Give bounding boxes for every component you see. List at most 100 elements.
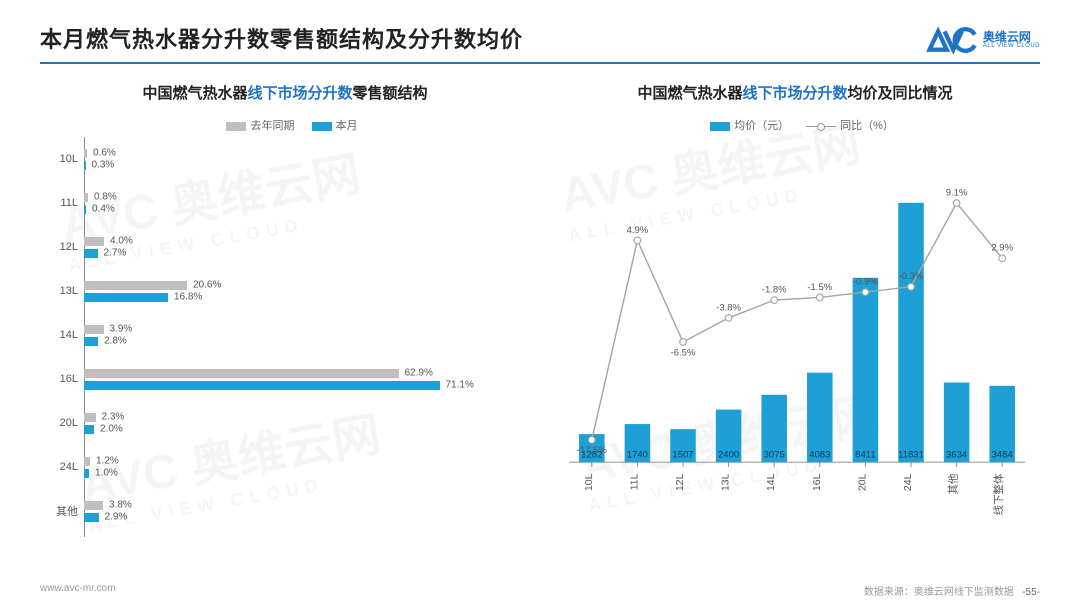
right-chart-title: 中国燃气热水器线下市场分升数均价及同比情况 bbox=[550, 82, 1040, 103]
hbar-lastyear bbox=[84, 149, 87, 158]
hbar-lastyear bbox=[84, 501, 103, 510]
hbar-category-label: 其他 bbox=[56, 503, 84, 519]
hbar-label-thismonth: 0.4% bbox=[92, 204, 115, 215]
combo-line-marker bbox=[862, 289, 869, 296]
combo-line-label: -0.3% bbox=[899, 271, 924, 282]
hbar-lastyear bbox=[84, 281, 187, 290]
hbar-thismonth bbox=[84, 161, 86, 170]
hbar-lastyear bbox=[84, 457, 90, 466]
combo-line-marker bbox=[908, 283, 915, 290]
combo-bar-label: 3075 bbox=[764, 449, 785, 460]
right-chart: 中国燃气热水器线下市场分升数均价及同比情况 均价（元） 同比（%） 128210… bbox=[550, 82, 1040, 562]
combo-line-marker bbox=[771, 297, 778, 304]
legend-line-yoy bbox=[806, 126, 836, 127]
combo-category-label: 10L bbox=[584, 473, 595, 491]
hbar-label-thismonth: 2.7% bbox=[104, 248, 127, 259]
hbar-group: 14L3.9%2.8% bbox=[84, 313, 530, 357]
combo-line-marker bbox=[588, 437, 595, 444]
combo-line-label: 2.9% bbox=[991, 243, 1013, 254]
combo-category-label: 16L bbox=[812, 473, 823, 491]
combo-line-label: 9.1% bbox=[946, 187, 968, 198]
hbar-label-thismonth: 16.8% bbox=[174, 292, 202, 303]
hbar-label-lastyear: 1.2% bbox=[96, 456, 119, 467]
combo-line-marker bbox=[999, 255, 1006, 262]
hbar-lastyear bbox=[84, 413, 96, 422]
page-title: 本月燃气热水器分升数零售额结构及分升数均价 bbox=[40, 22, 523, 54]
combo-bar-label: 2400 bbox=[718, 449, 739, 460]
hbar-lastyear bbox=[84, 369, 399, 378]
brand-logo: 奥维云网 ALL VIEW CLOUD bbox=[923, 26, 1040, 54]
combo-category-label: 12L bbox=[675, 473, 686, 491]
combo-line-label: -3.8% bbox=[716, 302, 741, 313]
hbar-lastyear bbox=[84, 325, 104, 334]
hbar-group: 其他3.8%2.9% bbox=[84, 489, 530, 533]
hbar-label-thismonth: 1.0% bbox=[95, 468, 118, 479]
combo-category-label: 24L bbox=[903, 473, 914, 491]
hbar-thismonth bbox=[84, 337, 98, 346]
combo-bar-label: 3484 bbox=[992, 449, 1013, 460]
combo-bar bbox=[898, 203, 924, 462]
hbar-group: 10L0.6%0.3% bbox=[84, 137, 530, 181]
combo-category-label: 11L bbox=[629, 473, 640, 490]
hbar-category-label: 14L bbox=[60, 329, 84, 341]
combo-bar-label: 3634 bbox=[946, 449, 967, 460]
hbar-label-lastyear: 0.8% bbox=[94, 192, 117, 203]
hbar-category-label: 10L bbox=[60, 153, 84, 165]
combo-bar bbox=[853, 278, 879, 462]
combo-line-marker bbox=[634, 237, 641, 244]
footer-page: -55- bbox=[1022, 587, 1040, 598]
combo-bar-label: 4083 bbox=[809, 449, 830, 460]
hbar-category-label: 11L bbox=[60, 197, 84, 209]
combo-category-label: 线下整体 bbox=[992, 473, 1005, 515]
hbar-category-label: 16L bbox=[60, 373, 84, 385]
hbar-thismonth bbox=[84, 381, 440, 390]
hbar-thismonth bbox=[84, 249, 98, 258]
combo-category-label: 13L bbox=[721, 473, 732, 491]
legend-swatch-lastyear bbox=[226, 122, 246, 131]
combo-line-marker bbox=[680, 339, 687, 346]
left-chart-title: 中国燃气热水器线下市场分升数零售额结构 bbox=[40, 82, 530, 103]
legend-swatch-price bbox=[710, 122, 730, 131]
combo-bar-label: 11831 bbox=[898, 449, 924, 460]
hbar-lastyear bbox=[84, 237, 104, 246]
hbar-thismonth bbox=[84, 513, 99, 522]
hbar-label-lastyear: 3.9% bbox=[110, 324, 133, 335]
hbar-thismonth bbox=[84, 425, 94, 434]
combo-line-label: -1.5% bbox=[807, 282, 832, 293]
hbar-thismonth bbox=[84, 469, 89, 478]
combo-line bbox=[592, 203, 1002, 440]
combo-bar-label: 8411 bbox=[855, 449, 875, 460]
hbar-group: 20L2.3%2.0% bbox=[84, 401, 530, 445]
left-chart-legend: 去年同期 本月 bbox=[40, 117, 530, 133]
hbar-group: 11L0.8%0.4% bbox=[84, 181, 530, 225]
combo-bar-label: 1507 bbox=[672, 449, 693, 460]
hbar-lastyear bbox=[84, 193, 88, 202]
combo-svg: 128210L174011L150712L240013L307514L40831… bbox=[558, 143, 1036, 523]
hbar-label-lastyear: 0.6% bbox=[93, 148, 116, 159]
combo-line-label: -1.8% bbox=[762, 285, 787, 296]
combo-line-marker bbox=[953, 200, 960, 207]
page-footer: www.avc-mr.com 数据来源：奥维云网线下监测数据 -55- bbox=[40, 583, 1040, 598]
page-header: 本月燃气热水器分升数零售额结构及分升数均价 奥维云网 ALL VIEW CLOU… bbox=[40, 22, 1040, 64]
combo-line-marker bbox=[816, 294, 823, 301]
hbar-label-lastyear: 62.9% bbox=[405, 368, 433, 379]
hbar-label-lastyear: 20.6% bbox=[193, 280, 221, 291]
hbar-category-label: 20L bbox=[60, 417, 84, 429]
combo-line-label: -0.9% bbox=[853, 276, 878, 287]
right-chart-legend: 均价（元） 同比（%） bbox=[550, 117, 1040, 133]
hbar-label-thismonth: 0.3% bbox=[92, 160, 115, 171]
hbar-thismonth bbox=[84, 293, 168, 302]
hbar-label-thismonth: 71.1% bbox=[446, 380, 474, 391]
right-chart-plot: 128210L174011L150712L240013L307514L40831… bbox=[558, 143, 1036, 523]
combo-line-marker bbox=[725, 315, 732, 322]
avc-logo-icon bbox=[923, 26, 977, 54]
footer-source: 数据来源：奥维云网线下监测数据 bbox=[864, 587, 1014, 598]
left-chart: 中国燃气热水器线下市场分升数零售额结构 去年同期 本月 10L0.6%0.3%1… bbox=[40, 82, 530, 562]
combo-bar-label: 1740 bbox=[627, 449, 648, 460]
hbar-label-thismonth: 2.9% bbox=[105, 512, 128, 523]
hbar-thismonth bbox=[84, 205, 86, 214]
combo-category-label: 14L bbox=[766, 473, 777, 491]
combo-line-label: -17.5% bbox=[577, 445, 608, 456]
hbar-label-lastyear: 2.3% bbox=[102, 412, 125, 423]
hbar-group: 24L1.2%1.0% bbox=[84, 445, 530, 489]
